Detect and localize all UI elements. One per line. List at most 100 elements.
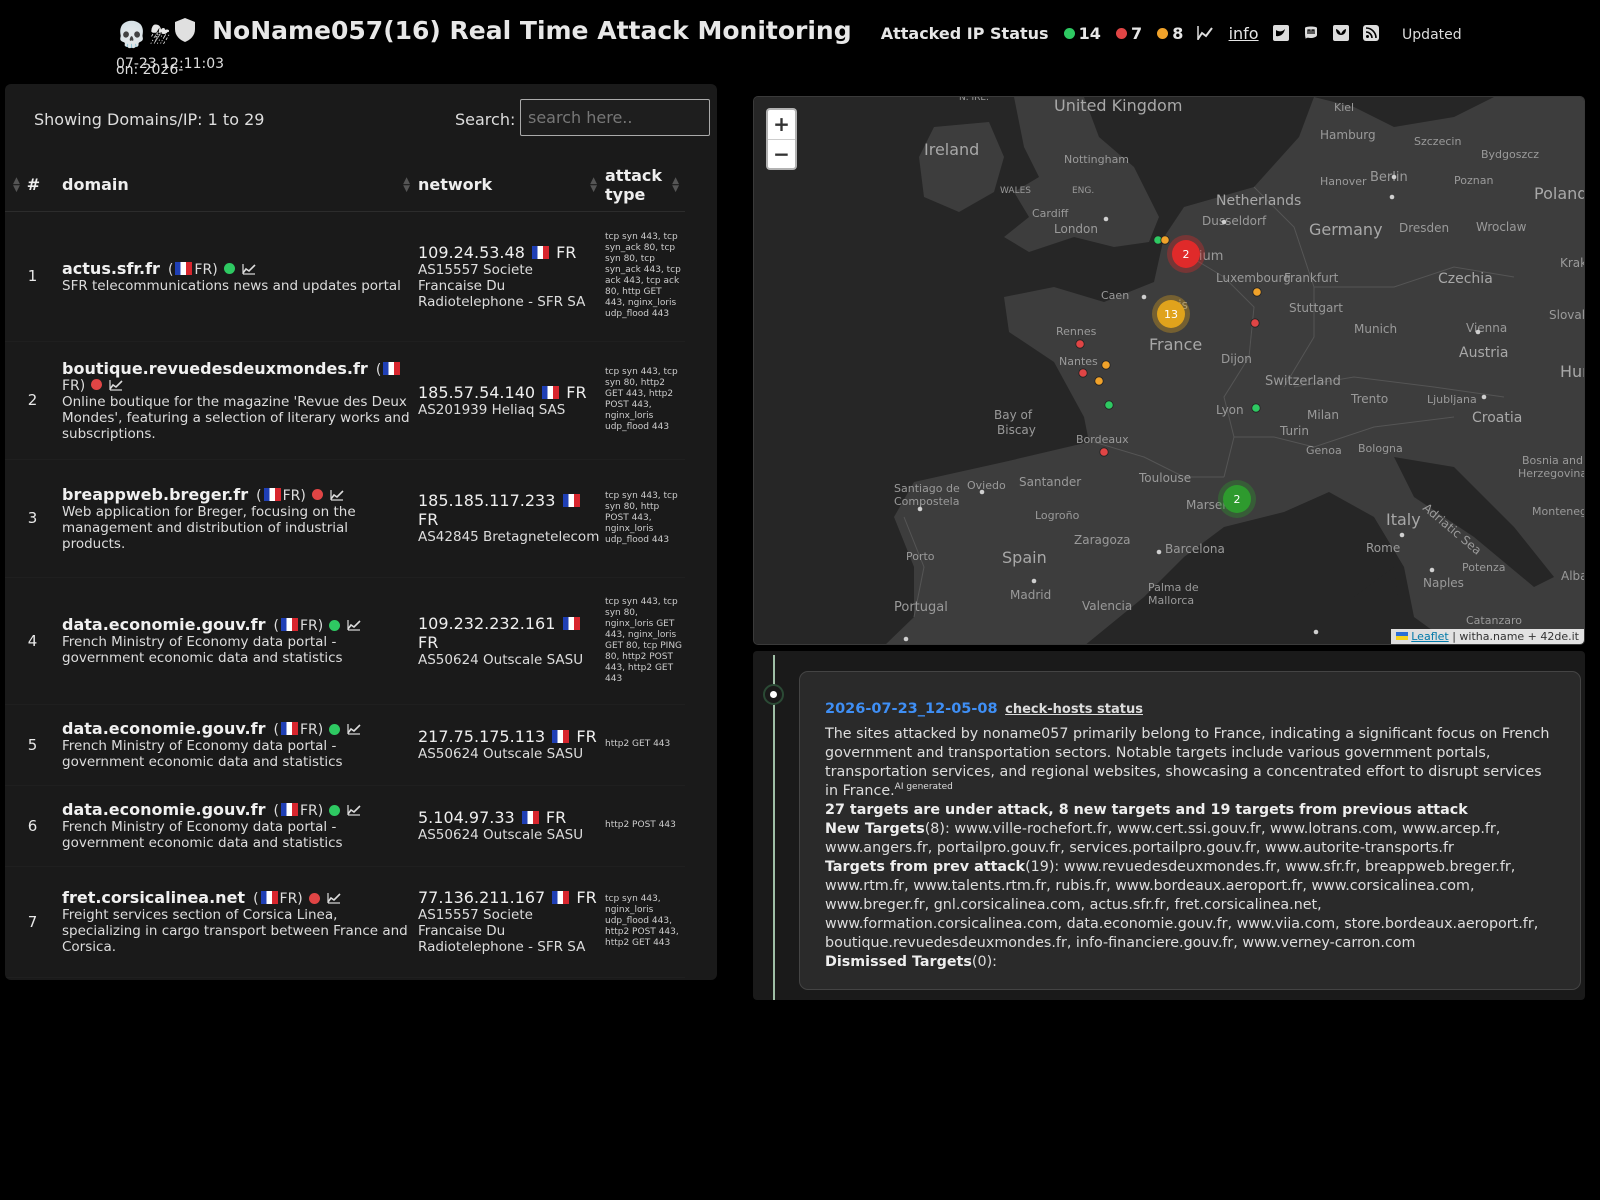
history-chart-icon[interactable] bbox=[347, 619, 361, 631]
domain-name[interactable]: data.economie.gouv.fr bbox=[62, 800, 266, 819]
mastodon-icon[interactable] bbox=[1303, 25, 1319, 41]
table-row[interactable]: 2 boutique.revuedesdeuxmondes.fr (FR) Onlin… bbox=[5, 341, 685, 460]
network-cell: 77.136.211.167 FR AS15557 Societe Francai… bbox=[416, 866, 603, 978]
host-status-dot bbox=[308, 892, 320, 904]
attack-marker-partial[interactable] bbox=[1252, 287, 1262, 297]
country-tag: (FR) bbox=[62, 361, 402, 394]
leaflet-link[interactable]: Leaflet bbox=[1411, 630, 1449, 643]
row-number: 3 bbox=[5, 459, 60, 578]
map-label-marseille: Marseil bbox=[1186, 498, 1229, 512]
showing-count: Showing Domains/IP: 1 to 29 bbox=[34, 110, 265, 129]
table-row[interactable]: 1 actus.sfr.fr (FR) SFR telecommunications … bbox=[5, 211, 685, 342]
table-row[interactable]: 4 data.economie.gouv.fr (FR) French Ministr… bbox=[5, 577, 685, 705]
map-label-hamburg: Hamburg bbox=[1320, 128, 1376, 142]
history-chart-icon[interactable] bbox=[242, 263, 256, 275]
map-label-albania: Albar bbox=[1561, 569, 1585, 583]
map-label-spain: Spain bbox=[1002, 548, 1047, 567]
rss-icon[interactable] bbox=[1362, 25, 1379, 41]
dismissed-targets: Dismissed Targets(0): bbox=[825, 954, 997, 970]
domain-name[interactable]: boutique.revuedesdeuxmondes.fr bbox=[62, 358, 368, 378]
attack-marker-offline[interactable] bbox=[1078, 368, 1088, 378]
column-header-attack-type[interactable]: attack type ▲ ▼ bbox=[603, 159, 685, 212]
attack-headline: 27 targets are under attack, 8 new targe… bbox=[825, 802, 1468, 818]
zoom-in-button[interactable]: + bbox=[773, 112, 790, 136]
partial-status-dot bbox=[1157, 28, 1169, 39]
map-label-biscay: Biscay bbox=[997, 423, 1036, 437]
country-tag: (FR) bbox=[273, 722, 324, 738]
map-label-kiel: Kiel bbox=[1334, 101, 1354, 114]
attack-type: tcp syn 443, tcp syn_ack 80, tcp syn 80,… bbox=[603, 211, 685, 342]
map-canvas[interactable]: N. IRE. United Kingdom Ireland WALES ENG. Not… bbox=[754, 97, 1585, 645]
attack-map[interactable]: N. IRE. United Kingdom Ireland WALES ENG. Not… bbox=[753, 96, 1585, 645]
info-link[interactable]: info bbox=[1228, 24, 1259, 43]
map-label-nottingham: Nottingham bbox=[1064, 153, 1129, 166]
attack-marker-online[interactable] bbox=[1251, 403, 1261, 413]
domain-name[interactable]: fret.corsicalinea.net bbox=[62, 888, 246, 907]
column-header-number[interactable]: # ▲ ▼ bbox=[5, 159, 60, 212]
attack-marker-offline[interactable] bbox=[1075, 339, 1085, 349]
domain-name[interactable]: actus.sfr.fr bbox=[62, 258, 160, 278]
new-targets: New Targets(8): www.ville-rochefort.fr, … bbox=[825, 821, 1501, 856]
cluster-marker-core[interactable] bbox=[1223, 485, 1251, 513]
table-toolbar: Showing Domains/IP: 1 to 29 Search: bbox=[5, 84, 717, 159]
map-label-ljubljana: Ljubljana bbox=[1427, 393, 1477, 406]
attack-marker-partial[interactable] bbox=[1094, 376, 1104, 386]
stats-chart-icon[interactable] bbox=[1197, 25, 1214, 41]
ip-address: 185.185.117.233 bbox=[418, 491, 556, 510]
ip-address: 5.104.97.33 bbox=[418, 808, 515, 827]
land-continent bbox=[886, 97, 1584, 644]
zoom-out-button[interactable]: − bbox=[768, 139, 795, 168]
attack-type: tcp syn 443, nginx_loris udp_flood 443, … bbox=[603, 866, 685, 978]
table-row[interactable]: 5 data.economie.gouv.fr (FR) French Ministr… bbox=[5, 704, 685, 786]
table-row[interactable]: 6 data.economie.gouv.fr (FR) French Ministr… bbox=[5, 785, 685, 867]
domain-description: SFR telecommunications news and updates … bbox=[62, 277, 401, 294]
table-row[interactable]: 7 fret.corsicalinea.net (FR) Freight servic… bbox=[5, 866, 685, 978]
map-label-herzegovina: Herzegovina bbox=[1518, 467, 1585, 480]
attack-timeline: 2026-07-23_12-05-08 check-hosts status T… bbox=[753, 651, 1585, 1000]
history-chart-icon[interactable] bbox=[347, 723, 361, 735]
asn-info: AS50624 Outscale SASU bbox=[418, 651, 584, 668]
map-label-dresden: Dresden bbox=[1399, 221, 1449, 235]
domain-name[interactable]: data.economie.gouv.fr bbox=[62, 719, 266, 738]
map-label-switzerland: Switzerland bbox=[1265, 374, 1341, 389]
domain-name[interactable]: breappweb.breger.fr bbox=[62, 484, 249, 504]
domain-name[interactable]: data.economie.gouv.fr bbox=[62, 615, 266, 634]
ip-address: 109.232.232.161 bbox=[418, 613, 556, 633]
history-chart-icon[interactable] bbox=[109, 379, 123, 391]
map-attribution: Leaflet | witha.name + 42de.it bbox=[1390, 629, 1584, 644]
map-label-palma: Palma de bbox=[1148, 581, 1199, 594]
history-chart-icon[interactable] bbox=[347, 804, 361, 816]
column-header-network[interactable]: network ▲ ▼ bbox=[416, 159, 603, 212]
network-cell: 185.57.54.140 FR AS201939 Heliaq SAS bbox=[416, 341, 603, 460]
attack-markers: 2 13 2 bbox=[1075, 235, 1262, 518]
country-borders bbox=[903, 186, 1515, 618]
cluster-marker-core[interactable] bbox=[1157, 300, 1185, 328]
table-row[interactable]: 3 breappweb.breger.fr (FR) Web application … bbox=[5, 459, 685, 578]
cluster-marker-core[interactable] bbox=[1172, 240, 1200, 268]
domain-cell: boutique.revuedesdeuxmondes.fr (FR) Online… bbox=[60, 341, 416, 460]
map-label-cardiff: Cardiff bbox=[1032, 207, 1069, 220]
map-label-caen: Caen bbox=[1101, 289, 1129, 302]
cluster-count: 2 bbox=[1234, 493, 1241, 506]
search-input[interactable] bbox=[520, 99, 710, 136]
attack-marker-partial[interactable] bbox=[1160, 235, 1170, 245]
attack-marker-partial[interactable] bbox=[1101, 360, 1111, 370]
column-header-domain[interactable]: domain ▲ ▼ bbox=[60, 159, 416, 212]
bluesky-icon[interactable] bbox=[1332, 25, 1349, 41]
map-label-italy: Italy bbox=[1386, 510, 1421, 529]
history-chart-icon[interactable] bbox=[330, 489, 344, 501]
check-hosts-link[interactable]: check-hosts status bbox=[1005, 702, 1143, 717]
attacked-ip-status-label: Attacked IP Status bbox=[880, 24, 1049, 43]
attack-marker-online[interactable] bbox=[1104, 400, 1114, 410]
france-flag-icon bbox=[280, 618, 298, 631]
twitter-icon[interactable] bbox=[1272, 25, 1289, 41]
sort-icon: ▲ ▼ bbox=[403, 176, 410, 194]
attack-marker-offline[interactable] bbox=[1099, 447, 1109, 457]
attack-marker-offline[interactable] bbox=[1250, 318, 1260, 328]
asn-info: AS42845 Bretagnetelecom bbox=[418, 529, 600, 545]
map-label-frankfurt: Frankfurt bbox=[1284, 271, 1339, 285]
network-cell: 109.232.232.161 FR AS50624 Outscale SASU bbox=[416, 577, 603, 705]
network-cell: 109.24.53.48 FR AS15557 Societe Francaise… bbox=[416, 211, 603, 342]
map-label-compostela: Compostela bbox=[894, 495, 959, 508]
history-chart-icon[interactable] bbox=[327, 892, 341, 904]
